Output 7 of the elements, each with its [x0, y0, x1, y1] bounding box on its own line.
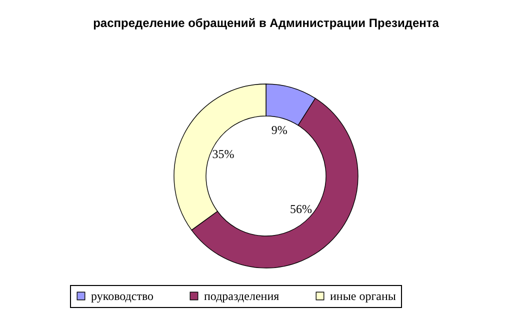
legend-label: руководство: [91, 289, 154, 303]
legend-label: иные органы: [330, 289, 396, 303]
legend-label: подразделения: [204, 289, 280, 303]
chart-title: распределение обращений в Администрации Президента: [93, 16, 440, 30]
data-label: 9%: [271, 122, 288, 137]
data-label: 35%: [212, 147, 234, 162]
data-label: 56%: [290, 202, 312, 216]
